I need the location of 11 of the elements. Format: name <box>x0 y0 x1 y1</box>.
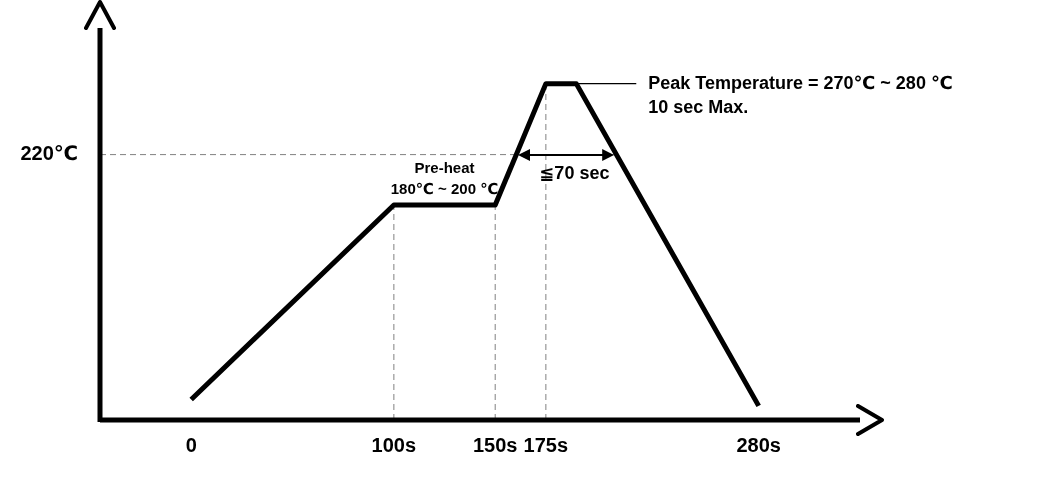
x-tick-label: 150s <box>472 433 518 456</box>
annotation: Pre-heat <box>414 158 475 176</box>
x-tick-label: 280s <box>736 433 781 456</box>
x-tick-label: 175s <box>523 433 569 456</box>
annotation: 180℃ ~ 200 ℃ <box>390 179 499 197</box>
annotation: 10 sec Max. <box>648 96 749 117</box>
x-tick-label: 100s <box>371 433 417 456</box>
x-tick-label: 0 <box>185 433 197 456</box>
ref-line-label: 220℃ <box>20 142 78 165</box>
annotation: Peak Temperature = 270℃ ~ 280 ℃ <box>648 72 953 93</box>
annotation: ≦70 sec <box>539 162 610 183</box>
